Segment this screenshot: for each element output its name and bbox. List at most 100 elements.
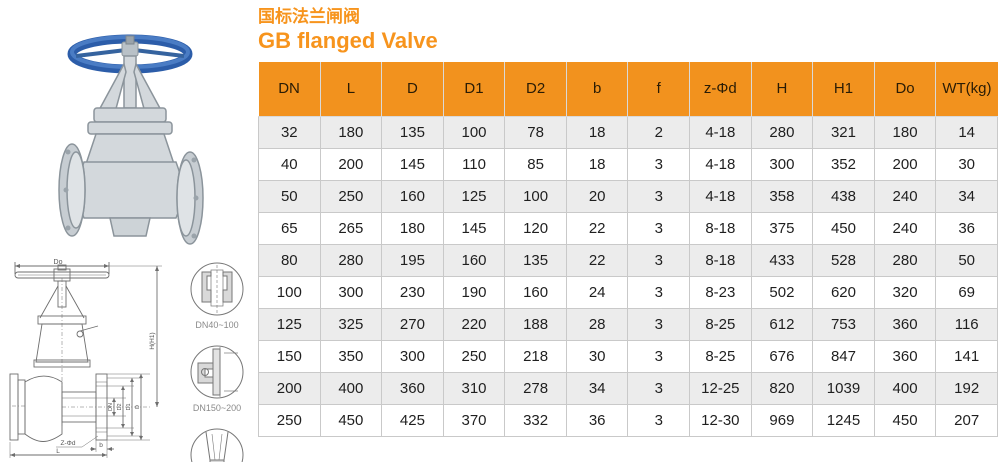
table-cell: 116 xyxy=(935,307,998,341)
table-cell: 325 xyxy=(319,307,383,341)
table-cell: 195 xyxy=(381,243,444,277)
dim-label-dn: DN xyxy=(108,403,114,411)
table-cell: 78 xyxy=(504,115,567,149)
table-row: 200 400 360 310 278 34 3 12-25 820 1039 400 192 xyxy=(258,371,998,405)
table-cell: 36 xyxy=(935,211,998,245)
table-cell: 192 xyxy=(935,371,998,405)
table-cell: 2 xyxy=(627,115,691,149)
table-cell: 676 xyxy=(750,339,814,373)
table-cell: 4-18 xyxy=(689,147,752,181)
page-title-english: GB flanged Valve xyxy=(258,28,438,53)
table-cell: 358 xyxy=(750,179,814,213)
table-cell: 8-18 xyxy=(689,211,752,245)
column-header: D xyxy=(381,62,444,117)
table-cell: 360 xyxy=(873,307,937,341)
table-cell: 433 xyxy=(750,243,814,277)
table-cell: 160 xyxy=(442,243,506,277)
flange-detail-3: DN40~80 xyxy=(188,426,246,462)
table-cell: 100 xyxy=(442,115,506,149)
table-cell: 400 xyxy=(319,371,383,405)
table-cell: 30 xyxy=(565,339,629,373)
table-cell: 250 xyxy=(319,179,383,213)
section-flange-outline xyxy=(61,373,152,441)
table-cell: 3 xyxy=(627,339,691,373)
table-cell: 220 xyxy=(442,307,506,341)
valve-section-drawing: Do xyxy=(2,256,180,460)
table-cell: 8-23 xyxy=(689,275,752,309)
table-row: 32 180 135 100 78 18 2 4-18 280 321 180 14 xyxy=(258,115,998,149)
gate-valve-section-drawing: Do xyxy=(9,259,162,458)
dim-label-h: H(H1) xyxy=(149,332,156,349)
table-cell: 160 xyxy=(381,179,444,213)
table-cell: 4-18 xyxy=(689,115,752,149)
table-row: 50 250 160 125 100 20 3 4-18 358 438 240 34 xyxy=(258,179,998,213)
flange-bolt-holes xyxy=(63,149,199,239)
column-header: L xyxy=(319,62,383,117)
table-cell: 110 xyxy=(442,147,506,181)
dim-length: L xyxy=(9,442,108,458)
table-cell: 18 xyxy=(565,115,629,149)
table-cell: 969 xyxy=(750,403,814,437)
table-row: 100 300 230 190 160 24 3 8-23 502 620 320 69 xyxy=(258,275,998,309)
table-cell: 180 xyxy=(319,115,383,149)
table-cell: 300 xyxy=(381,339,444,373)
table-cell: 34 xyxy=(565,371,629,405)
column-header: H xyxy=(750,62,814,117)
table-cell: 250 xyxy=(442,339,506,373)
table-cell: 3 xyxy=(627,243,691,277)
table-cell: 200 xyxy=(258,371,321,405)
table-cell: 280 xyxy=(750,115,814,149)
flange-detail-2-icon xyxy=(190,345,244,399)
table-row: 250 450 425 370 332 36 3 12-30 969 1245 450 207 xyxy=(258,403,998,437)
table-cell: 438 xyxy=(812,179,875,213)
flange-detail-1-icon xyxy=(190,262,244,316)
flange-detail-1: DN40~100 xyxy=(188,260,246,330)
table-cell: 3 xyxy=(627,179,691,213)
table-cell: 620 xyxy=(812,275,875,309)
table-cell: 188 xyxy=(504,307,567,341)
valve-yoke xyxy=(87,55,173,135)
table-cell: 450 xyxy=(873,403,937,437)
table-cell: 450 xyxy=(319,403,383,437)
table-cell: 120 xyxy=(504,211,567,245)
table-cell: 528 xyxy=(812,243,875,277)
table-cell: 3 xyxy=(627,211,691,245)
table-cell: 280 xyxy=(873,243,937,277)
page-title-chinese: 国标法兰闸阀 xyxy=(258,7,360,26)
table-cell: 150 xyxy=(258,339,321,373)
table-cell: 320 xyxy=(873,275,937,309)
flange-detail-1-caption: DN40~100 xyxy=(195,320,239,330)
table-cell: 28 xyxy=(565,307,629,341)
table-cell: 85 xyxy=(504,147,567,181)
table-cell: 141 xyxy=(935,339,998,373)
table-cell: 3 xyxy=(627,403,691,437)
table-cell: 240 xyxy=(873,179,937,213)
flange-detail-2-caption: DN150~200 xyxy=(192,403,242,413)
table-cell: 360 xyxy=(381,371,444,405)
table-cell: 50 xyxy=(935,243,998,277)
table-row: 40 200 145 110 85 18 3 4-18 300 352 200 30 xyxy=(258,147,998,181)
table-cell: 32 xyxy=(258,115,321,149)
table-cell: 160 xyxy=(504,275,567,309)
table-cell: 8-25 xyxy=(689,307,752,341)
table-cell: 3 xyxy=(627,307,691,341)
table-cell: 180 xyxy=(381,211,444,245)
table-cell: 3 xyxy=(627,275,691,309)
table-cell: 190 xyxy=(442,275,506,309)
column-header: Do xyxy=(873,62,937,117)
spec-table: DN L D D1 D2 b f z-Φd H H1 Do WT(kg) 32 180 135 100 78 1… xyxy=(258,62,998,437)
table-cell: 18 xyxy=(565,147,629,181)
table-cell: 36 xyxy=(565,403,629,437)
column-header: DN xyxy=(258,62,321,117)
table-cell: 180 xyxy=(873,115,937,149)
table-cell: 34 xyxy=(935,179,998,213)
column-header: WT(kg) xyxy=(935,62,998,117)
table-cell: 1039 xyxy=(812,371,875,405)
table-cell: 450 xyxy=(812,211,875,245)
table-cell: 218 xyxy=(504,339,567,373)
table-cell: 240 xyxy=(873,211,937,245)
dim-b: b xyxy=(90,440,114,452)
table-cell: 250 xyxy=(258,403,321,437)
dim-height: H(H1) xyxy=(109,265,162,407)
table-cell: 502 xyxy=(750,275,814,309)
